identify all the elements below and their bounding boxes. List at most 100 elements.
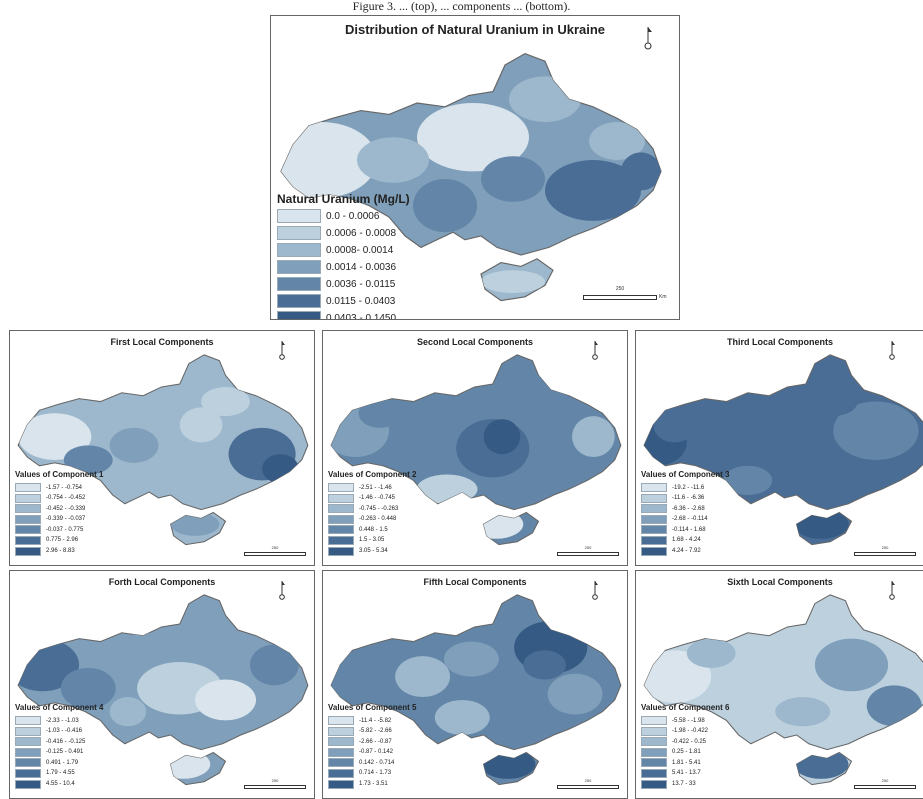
north-arrow-icon (591, 340, 601, 365)
legend-label: 0.0115 - 0.0403 (326, 295, 396, 307)
north-arrow-icon (888, 580, 898, 605)
legend-item: -6.36 - -2.68 (641, 504, 729, 514)
legend-swatch (641, 716, 667, 725)
legend-label: -0.754 - -0.452 (46, 495, 86, 502)
map-zone (395, 656, 451, 698)
legend-item: -11.4 - -5.82 (328, 716, 416, 725)
legend-swatch (328, 514, 354, 524)
legend-item: -0.339 - -0.037 (15, 514, 103, 524)
legend-item: 3.05 - 5.34 (328, 546, 416, 556)
scale-label: 250 (584, 545, 592, 550)
legend-label: 1.73 - 3.51 (359, 781, 388, 788)
legend-swatch (328, 535, 354, 545)
legend-item: -0.416 - -0.125 (15, 737, 103, 747)
map-zone (775, 697, 831, 727)
main-scale-unit: Km (659, 294, 667, 300)
map-zone (443, 641, 499, 677)
legend-item: -0.422 - 0.25 (641, 737, 729, 747)
legend-swatch (277, 226, 321, 240)
map-zone (60, 667, 116, 709)
legend-label: 0.448 - 1.5 (359, 526, 388, 533)
legend-item: -2.33 - -1.03 (15, 716, 103, 725)
legend-item: 0.0 - 0.0006 (277, 209, 410, 223)
legend-label: 0.0008- 0.0014 (326, 244, 394, 256)
legend-item: -0.754 - -0.452 (15, 493, 103, 503)
legend-swatch (277, 260, 321, 274)
legend-item: -2.51 - -1.46 (328, 483, 416, 492)
legend-label: 1.68 - 4.24 (672, 537, 701, 544)
legend-label: -6.36 - -2.68 (672, 505, 705, 512)
legend-label: -0.114 - 1.68 (672, 526, 706, 533)
legend-item: -2.68 - -0.114 (641, 514, 729, 524)
legend-item: 0.0014 - 0.0036 (277, 260, 410, 274)
north-arrow-icon (278, 340, 288, 365)
legend-item: -2.66 - -0.87 (328, 737, 416, 747)
legend-swatch (641, 535, 667, 545)
legend-title: Values of Component 2 (328, 470, 417, 479)
map-zone (793, 749, 849, 779)
legend-item: 4.55 - 10.4 (15, 779, 103, 789)
map-zone (644, 650, 712, 703)
north-arrow-icon (888, 340, 898, 365)
legend-item: 1.81 - 5.41 (641, 758, 729, 768)
map-zones (331, 621, 603, 779)
legend-item: -0.125 - 0.491 (15, 747, 103, 757)
map-zone (249, 644, 299, 686)
legend-label: -19.2 - -11.6 (672, 484, 705, 491)
map-zone (179, 407, 223, 443)
legend-item: -11.6 - -6.36 (641, 493, 729, 503)
legend-title: Values of Component 6 (641, 703, 730, 712)
legend-item: 0.0115 - 0.0403 (277, 294, 410, 308)
map-zone (520, 375, 569, 405)
component-1-legend: Values of Component 1 -1.57 - -0.754 -0.75… (15, 470, 103, 557)
legend-label: -0.422 - 0.25 (672, 738, 707, 745)
legend-swatch (641, 737, 667, 747)
legend-label: 0.0036 - 0.0115 (326, 278, 396, 290)
legend-item: 0.448 - 1.5 (328, 525, 416, 535)
legend-label: -1.46 - -0.745 (359, 495, 396, 502)
legend-label: 0.714 - 1.73 (359, 770, 392, 777)
legend-label: -1.03 - -0.416 (46, 728, 83, 735)
legend-swatch (641, 483, 667, 492)
legend-swatch (15, 483, 41, 492)
legend-swatch (277, 294, 321, 308)
map-zone (866, 685, 922, 727)
component-5-map (329, 593, 623, 787)
map-zone (653, 407, 696, 443)
legend-swatch (15, 779, 41, 789)
legend-swatch (641, 758, 667, 768)
map-zone (717, 647, 803, 695)
map-zone (480, 749, 536, 779)
map-zone (808, 386, 858, 417)
legend-item: -19.2 - -11.6 (641, 483, 729, 492)
main-legend-title: Natural Uranium (Mg/L) (277, 192, 410, 206)
legend-swatch (277, 209, 321, 223)
component-4-legend: Values of Component 4 -2.33 - -1.03 -1.03 … (15, 703, 103, 790)
figure-caption: Figure 3. ... (top), ... components ... … (352, 0, 571, 13)
main-map-panel: Distribution of Natural Uranium in Ukrai… (270, 15, 680, 320)
legend-label: -2.66 - -0.87 (359, 738, 392, 745)
legend-item: 0.0403 - 0.1450 (277, 311, 410, 319)
legend-title: Values of Component 3 (641, 470, 730, 479)
legend-swatch (641, 779, 667, 789)
legend-swatch (277, 277, 321, 291)
legend-item: -0.263 - 0.448 (328, 514, 416, 524)
legend-title: Values of Component 1 (15, 470, 104, 479)
legend-swatch (277, 311, 321, 319)
legend-label: -11.6 - -6.36 (672, 495, 705, 502)
component-4-title: Forth Local Components (108, 577, 216, 587)
legend-label: 0.142 - 0.714 (359, 759, 395, 766)
legend-label: -2.68 - -0.114 (672, 516, 708, 523)
legend-swatch (15, 716, 41, 725)
legend-label: 0.0006 - 0.0008 (326, 227, 397, 239)
legend-item: 0.25 - 1.81 (641, 747, 729, 757)
map-zone (201, 386, 250, 417)
legend-swatch (328, 546, 354, 556)
main-legend-items: 0.0 - 0.0006 0.0006 - 0.0008 0.0008- 0.001… (277, 209, 410, 319)
main-legend: Natural Uranium (Mg/L) 0.0 - 0.0006 0.000… (277, 192, 410, 319)
scale-label: 250 (881, 778, 889, 783)
legend-item: 0.491 - 1.79 (15, 758, 103, 768)
map-zone (547, 673, 603, 715)
main-scale-bar: 250 Km (583, 286, 673, 313)
legend-swatch (15, 493, 41, 503)
